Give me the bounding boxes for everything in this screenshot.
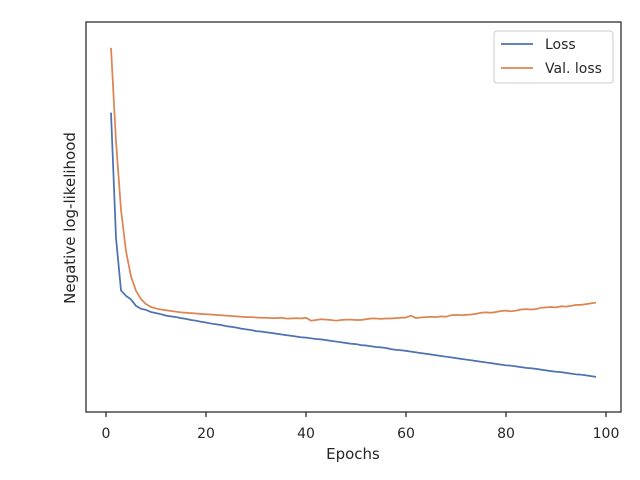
series-line-val-loss <box>110 47 597 322</box>
x-tick-label: 0 <box>102 426 111 442</box>
x-axis-label: Epochs <box>326 445 380 463</box>
y-axis-label: Negative log-likelihood <box>61 132 79 304</box>
legend-label-loss: Loss <box>545 37 576 53</box>
series-layer <box>110 47 597 378</box>
x-tick-label: 40 <box>297 426 315 442</box>
legend: Loss Val. loss <box>493 30 614 84</box>
x-axis: 0 20 40 60 80 100 <box>102 412 620 442</box>
series-line-loss <box>110 112 597 378</box>
x-tick-label: 100 <box>593 426 620 442</box>
x-tick-label: 80 <box>497 426 515 442</box>
x-tick-label: 20 <box>197 426 215 442</box>
legend-label-val-loss: Val. loss <box>545 61 602 77</box>
x-tick-label: 60 <box>397 426 415 442</box>
plot-area <box>85 21 622 413</box>
plot-frame <box>85 21 622 413</box>
